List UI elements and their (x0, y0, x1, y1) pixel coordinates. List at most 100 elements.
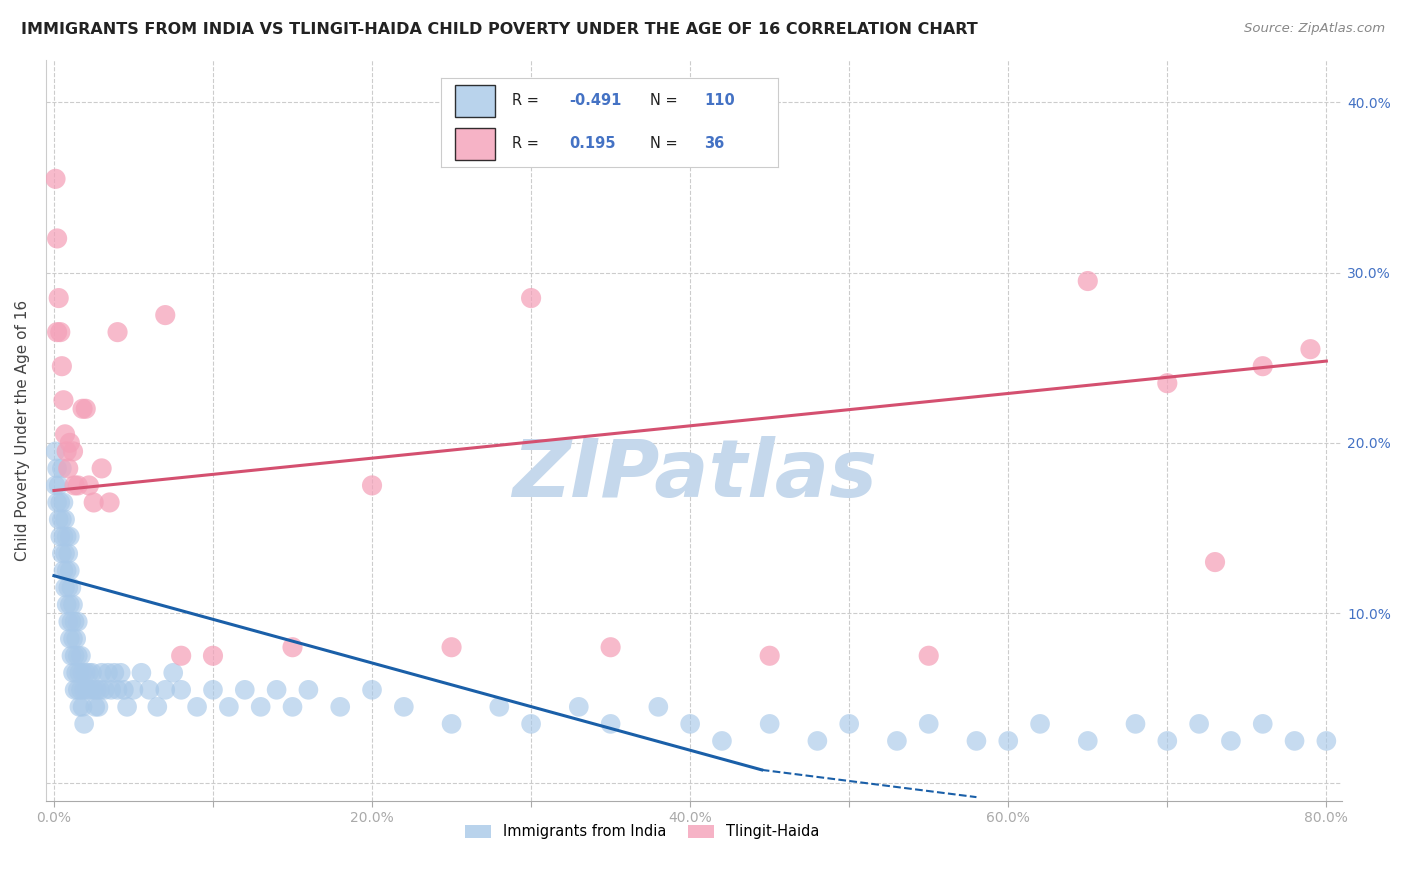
Point (440, 717, 463, 731)
Point (55, 564, 77, 578)
Point (87, 699, 110, 714)
Point (46, 495, 69, 509)
Point (83, 495, 105, 509)
Point (599, 717, 621, 731)
Point (1156, 376, 1178, 391)
Point (72, 401, 94, 416)
Point (218, 699, 240, 714)
Point (361, 478, 384, 492)
Point (77, 478, 100, 492)
Point (281, 640, 304, 655)
Point (170, 682, 193, 697)
Point (110, 665, 132, 680)
Point (51, 512, 73, 526)
Point (62, 665, 84, 680)
Point (86, 682, 108, 697)
Point (70, 648, 93, 663)
Point (46, 231, 69, 245)
Point (75, 665, 97, 680)
Point (66, 648, 89, 663)
Point (55, 444, 77, 458)
Point (1315, 734, 1337, 748)
Text: IMMIGRANTS FROM INDIA VS TLINGIT-HAIDA CHILD POVERTY UNDER THE AGE OF 16 CORRELA: IMMIGRANTS FROM INDIA VS TLINGIT-HAIDA C… (21, 22, 977, 37)
Point (55, 529, 77, 543)
Point (1219, 734, 1241, 748)
Point (48, 478, 70, 492)
Point (60, 615, 83, 629)
Point (49, 495, 72, 509)
Point (488, 699, 510, 714)
Point (162, 665, 184, 680)
Point (49, 325, 72, 339)
Point (155, 308, 177, 322)
Point (63, 648, 86, 663)
Point (63, 682, 86, 697)
Point (392, 699, 415, 714)
Point (46, 461, 69, 475)
Point (107, 325, 129, 339)
Point (65, 665, 87, 680)
Point (66, 478, 89, 492)
Point (73, 717, 96, 731)
Point (918, 717, 941, 731)
Point (94, 682, 117, 697)
Point (75, 401, 97, 416)
Point (72, 665, 94, 680)
Point (66, 615, 89, 629)
Point (59, 435, 82, 450)
Point (965, 734, 987, 748)
Point (758, 717, 780, 731)
Point (62, 444, 84, 458)
Point (59, 598, 82, 612)
Point (647, 699, 669, 714)
Point (62, 632, 84, 646)
Point (112, 682, 135, 697)
Point (249, 699, 271, 714)
Point (53, 581, 76, 595)
Point (51, 359, 73, 374)
Point (1251, 717, 1274, 731)
Point (155, 682, 177, 697)
Point (1299, 342, 1322, 356)
Point (918, 648, 941, 663)
Point (52, 393, 75, 408)
Point (44, 478, 66, 492)
Point (52, 495, 75, 509)
Point (806, 734, 828, 748)
Point (52, 529, 75, 543)
Point (281, 699, 304, 714)
Point (73, 682, 96, 697)
Point (520, 717, 543, 731)
Point (76, 682, 98, 697)
Point (53, 427, 76, 442)
Point (1251, 359, 1274, 374)
Point (201, 682, 224, 697)
Point (70, 682, 93, 697)
Point (84, 699, 107, 714)
Point (1029, 717, 1052, 731)
Point (51, 547, 73, 561)
Point (60, 581, 83, 595)
Point (170, 648, 193, 663)
Point (46, 325, 69, 339)
Point (520, 291, 543, 305)
Point (67, 665, 90, 680)
Point (599, 640, 621, 655)
Point (679, 717, 702, 731)
Point (361, 682, 384, 697)
Point (52, 564, 75, 578)
Text: ZIPatlas: ZIPatlas (512, 435, 876, 514)
Point (1077, 734, 1099, 748)
Point (63, 615, 86, 629)
Point (997, 734, 1019, 748)
Point (53, 512, 76, 526)
Point (58, 581, 80, 595)
Point (568, 699, 591, 714)
Point (146, 699, 169, 714)
Point (83, 682, 105, 697)
Point (67, 699, 90, 714)
Point (1077, 274, 1099, 288)
Legend: Immigrants from India, Tlingit-Haida: Immigrants from India, Tlingit-Haida (460, 819, 825, 845)
Point (66, 682, 89, 697)
Point (98, 495, 121, 509)
